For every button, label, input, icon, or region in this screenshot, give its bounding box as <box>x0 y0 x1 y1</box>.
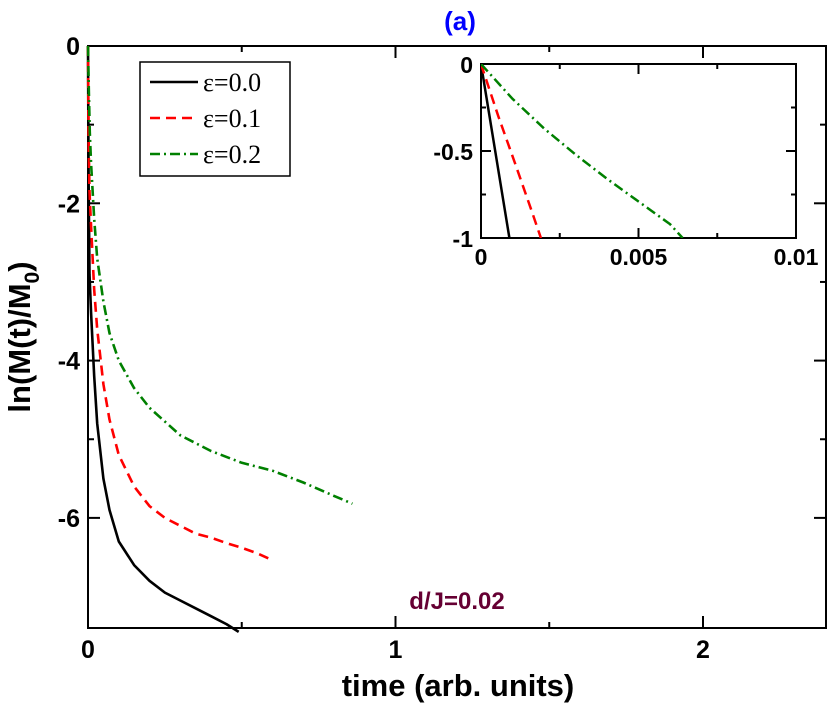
main-series-group <box>86 45 353 633</box>
main-series-line-1 <box>86 45 270 560</box>
inset-axis-ticks: 0 0.005 0.01 0 -0.5 -1 <box>433 52 818 270</box>
inset-x-tick-label: 0.01 <box>774 244 819 270</box>
y-axis-title: ln(M(t)/M0) <box>2 261 44 412</box>
main-y-tick-label: -4 <box>58 348 80 376</box>
inset-x-tick-label: 0.005 <box>610 244 668 270</box>
legend-items: ε=0.0 ε=0.1 ε=0.2 <box>150 68 261 169</box>
main-plot-frame <box>87 45 827 629</box>
main-x-tick-label: 2 <box>696 636 710 664</box>
x-axis-title: time (arb. units) <box>342 668 575 703</box>
inset-chart: 0 0.005 0.01 0 -0.5 -1 <box>433 52 818 270</box>
inset-series-line-2 <box>481 64 684 238</box>
inset-series-line-1 <box>481 64 543 238</box>
inset-y-tick-label: -1 <box>453 226 474 252</box>
parameter-annotation: d/J=0.02 <box>409 588 504 615</box>
inset-y-tick-label: -0.5 <box>433 139 473 165</box>
main-axis-ticks: 0 1 2 0 -2 -4 -6 <box>58 33 826 664</box>
main-x-tick-label: 0 <box>81 636 95 664</box>
inset-x-tick-label: 0 <box>475 244 488 270</box>
legend-label-2: ε=0.2 <box>203 140 261 169</box>
inset-plot-frame <box>480 63 797 239</box>
main-series-line-0 <box>86 45 240 633</box>
legend-label-1: ε=0.1 <box>203 104 261 133</box>
inset-series-line-0 <box>481 64 511 238</box>
legend: ε=0.0 ε=0.1 ε=0.2 <box>139 61 291 177</box>
main-y-tick-label: 0 <box>66 33 80 61</box>
main-y-tick-label: -6 <box>58 505 80 533</box>
inset-series-group <box>481 64 684 238</box>
main-x-tick-label: 1 <box>389 636 403 664</box>
legend-label-0: ε=0.0 <box>203 68 261 97</box>
chart-title: (a) <box>444 6 476 36</box>
main-y-tick-label: -2 <box>58 190 80 218</box>
inset-y-tick-label: 0 <box>460 52 473 78</box>
